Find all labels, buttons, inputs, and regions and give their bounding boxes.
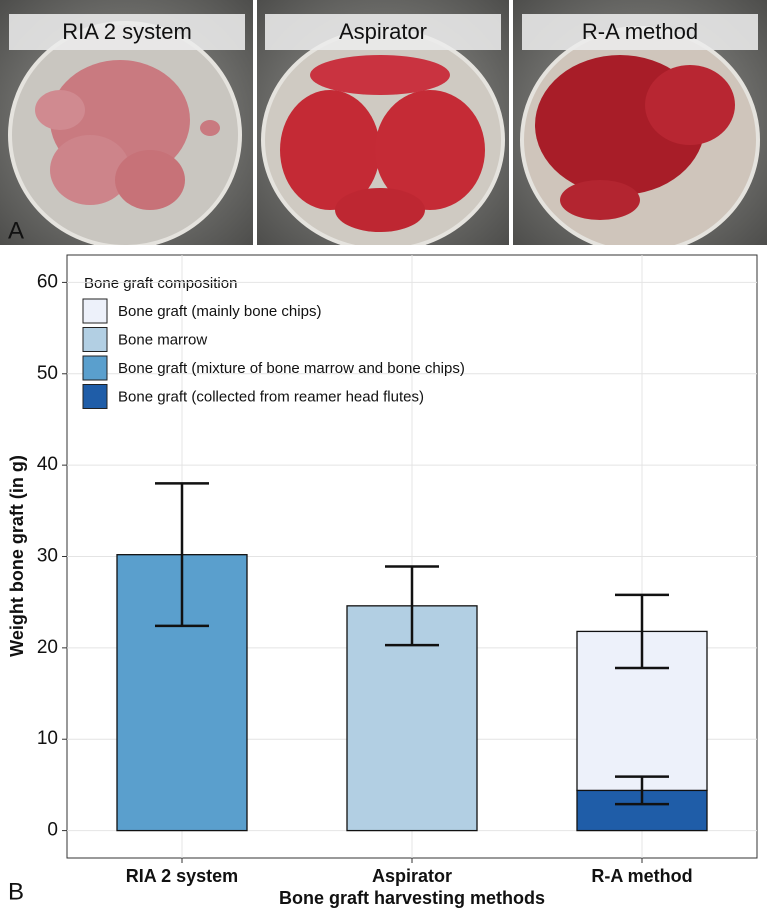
x-tick-label: RIA 2 system: [126, 866, 238, 886]
legend-swatch: [82, 384, 108, 409]
y-tick-label: 60: [37, 271, 58, 292]
y-tick-label: 40: [37, 454, 58, 475]
legend-swatch: [82, 298, 108, 324]
photo-label: RIA 2 system: [62, 19, 192, 44]
panel-a-letter: A: [8, 217, 24, 244]
error-bar: [615, 593, 669, 670]
legend-label: Bone graft (mixture of bone marrow and b…: [118, 360, 465, 377]
legend-label: Bone marrow: [118, 331, 207, 348]
photo-label-box: [9, 14, 245, 50]
photo-label-box: [265, 14, 501, 50]
y-tick-label: 20: [37, 637, 58, 658]
legend-label: Bone graft (mainly bone chips): [118, 303, 321, 320]
y-tick-label: 30: [37, 546, 58, 567]
x-tick-label: Aspirator: [372, 866, 452, 886]
y-tick-label: 0: [47, 820, 58, 841]
legend-title: Bone graft composition: [84, 275, 237, 292]
photo-labels: RIA 2 system Aspirator R-A method: [9, 14, 758, 50]
y-tick-label: 10: [37, 728, 58, 749]
photo-label: Aspirator: [339, 19, 427, 44]
legend-label: Bone graft (collected from reamer head f…: [118, 388, 424, 405]
error-bar: [385, 565, 439, 647]
panel-b-letter: B: [8, 878, 24, 905]
photo-label-box: [522, 14, 758, 50]
photo-label: R-A method: [582, 19, 698, 44]
legend-swatch: [82, 327, 108, 352]
x-tick-label: R-A method: [591, 866, 692, 886]
y-axis-title: Weight bone graft (in g): [7, 455, 27, 657]
error-bar: [615, 775, 669, 806]
y-tick-label: 50: [37, 363, 58, 384]
legend-swatch: [82, 355, 108, 381]
error-bar: [155, 482, 209, 628]
x-axis-title: Bone graft harvesting methods: [279, 888, 545, 908]
